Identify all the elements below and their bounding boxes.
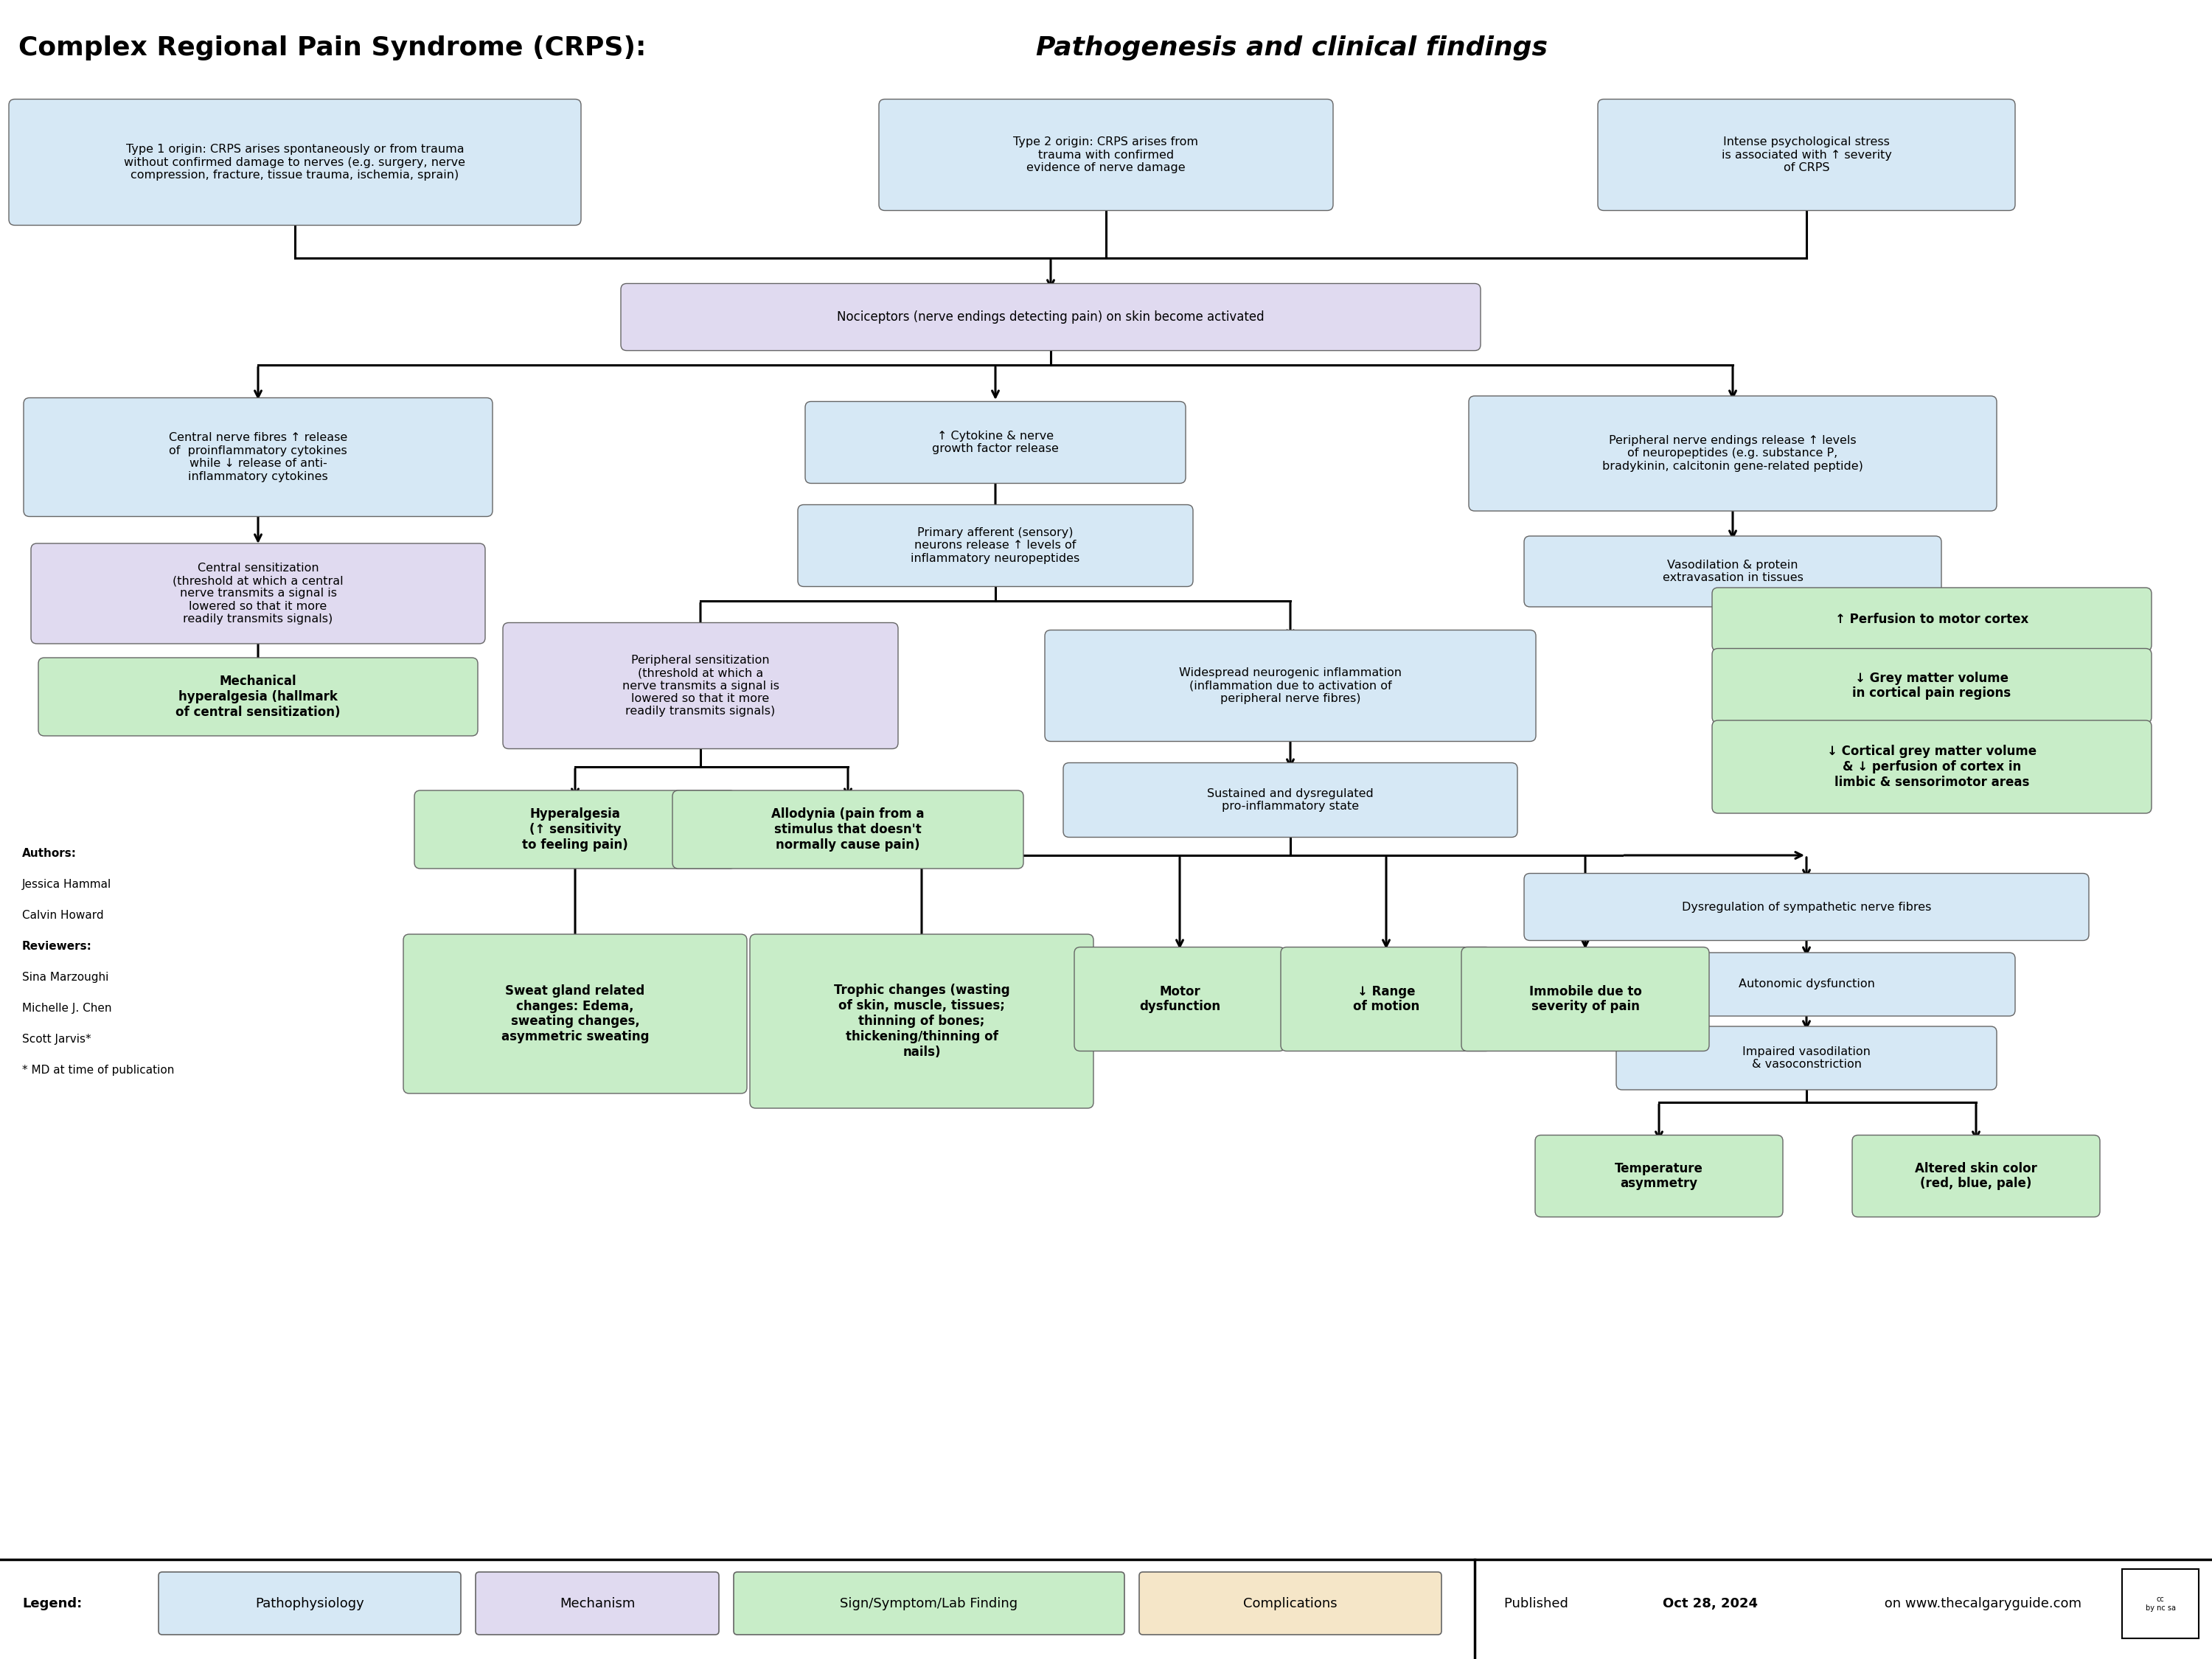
FancyBboxPatch shape — [799, 504, 1192, 587]
FancyBboxPatch shape — [1597, 100, 2015, 211]
Text: Peripheral sensitization
(threshold at which a
nerve transmits a signal is
lower: Peripheral sensitization (threshold at w… — [622, 655, 779, 717]
FancyBboxPatch shape — [1044, 630, 1535, 742]
FancyBboxPatch shape — [1597, 952, 2015, 1015]
Text: Nociceptors (nerve endings detecting pain) on skin become activated: Nociceptors (nerve endings detecting pai… — [836, 310, 1265, 324]
Text: Central sensitization
(threshold at which a central
nerve transmits a signal is
: Central sensitization (threshold at whic… — [173, 562, 343, 625]
Text: Primary afferent (sensory)
neurons release ↑ levels of
inflammatory neuropeptide: Primary afferent (sensory) neurons relea… — [911, 528, 1079, 564]
Text: Altered skin color
(red, blue, pale): Altered skin color (red, blue, pale) — [1916, 1161, 2037, 1191]
Text: Jessica Hammal: Jessica Hammal — [22, 879, 111, 889]
Text: Sweat gland related
changes: Edema,
sweating changes,
asymmetric sweating: Sweat gland related changes: Edema, swea… — [502, 984, 648, 1044]
FancyBboxPatch shape — [2121, 1569, 2199, 1639]
FancyBboxPatch shape — [476, 1573, 719, 1634]
FancyBboxPatch shape — [159, 1573, 460, 1634]
Text: Published: Published — [1504, 1598, 1573, 1611]
Text: Pathogenesis and clinical findings: Pathogenesis and clinical findings — [1035, 35, 1548, 60]
FancyBboxPatch shape — [1281, 947, 1491, 1052]
FancyBboxPatch shape — [38, 657, 478, 737]
Text: cc
by nc sa: cc by nc sa — [2146, 1596, 2174, 1611]
Text: Oct 28, 2024: Oct 28, 2024 — [1663, 1598, 1759, 1611]
Text: Central nerve fibres ↑ release
of  proinflammatory cytokines
while ↓ release of : Central nerve fibres ↑ release of proinf… — [168, 433, 347, 481]
Text: Type 1 origin: CRPS arises spontaneously or from trauma
without confirmed damage: Type 1 origin: CRPS arises spontaneously… — [124, 144, 465, 181]
Text: Sustained and dysregulated
pro-inflammatory state: Sustained and dysregulated pro-inflammat… — [1208, 788, 1374, 811]
Text: Pathophysiology: Pathophysiology — [254, 1598, 365, 1611]
FancyBboxPatch shape — [403, 934, 748, 1093]
Text: ↓ Cortical grey matter volume
& ↓ perfusion of cortex in
limbic & sensorimotor a: ↓ Cortical grey matter volume & ↓ perfus… — [1827, 745, 2037, 788]
FancyBboxPatch shape — [1524, 536, 1942, 607]
Text: * MD at time of publication: * MD at time of publication — [22, 1065, 175, 1075]
FancyBboxPatch shape — [1535, 1135, 1783, 1218]
FancyBboxPatch shape — [622, 284, 1480, 350]
FancyBboxPatch shape — [1712, 720, 2152, 813]
FancyBboxPatch shape — [1712, 649, 2152, 723]
Text: ↓ Grey matter volume
in cortical pain regions: ↓ Grey matter volume in cortical pain re… — [1851, 672, 2011, 700]
Text: Impaired vasodilation
& vasoconstriction: Impaired vasodilation & vasoconstriction — [1743, 1047, 1871, 1070]
Text: Intense psychological stress
is associated with ↑ severity
of CRPS: Intense psychological stress is associat… — [1721, 136, 1891, 173]
FancyBboxPatch shape — [1075, 947, 1285, 1052]
FancyBboxPatch shape — [672, 790, 1024, 869]
FancyBboxPatch shape — [31, 544, 484, 644]
FancyBboxPatch shape — [414, 790, 737, 869]
Text: Vasodilation & protein
extravasation in tissues: Vasodilation & protein extravasation in … — [1663, 559, 1803, 584]
FancyBboxPatch shape — [878, 100, 1334, 211]
Text: Motor
dysfunction: Motor dysfunction — [1139, 985, 1221, 1014]
Text: Temperature
asymmetry: Temperature asymmetry — [1615, 1161, 1703, 1191]
FancyBboxPatch shape — [1462, 947, 1710, 1052]
FancyBboxPatch shape — [1064, 763, 1517, 838]
Text: on www.thecalgaryguide.com: on www.thecalgaryguide.com — [1880, 1598, 2081, 1611]
FancyBboxPatch shape — [9, 100, 582, 226]
FancyBboxPatch shape — [1712, 587, 2152, 650]
Text: ↑ Perfusion to motor cortex: ↑ Perfusion to motor cortex — [1836, 612, 2028, 625]
Text: Peripheral nerve endings release ↑ levels
of neuropeptides (e.g. substance P,
br: Peripheral nerve endings release ↑ level… — [1601, 435, 1863, 471]
Text: Authors:: Authors: — [22, 848, 77, 859]
Text: Complex Regional Pain Syndrome (CRPS):: Complex Regional Pain Syndrome (CRPS): — [18, 35, 655, 60]
Text: Trophic changes (wasting
of skin, muscle, tissues;
thinning of bones;
thickening: Trophic changes (wasting of skin, muscle… — [834, 984, 1009, 1058]
FancyBboxPatch shape — [734, 1573, 1124, 1634]
FancyBboxPatch shape — [1617, 1027, 1997, 1090]
FancyBboxPatch shape — [502, 622, 898, 748]
FancyBboxPatch shape — [1524, 873, 2088, 941]
Text: Type 2 origin: CRPS arises from
trauma with confirmed
evidence of nerve damage: Type 2 origin: CRPS arises from trauma w… — [1013, 136, 1199, 173]
FancyBboxPatch shape — [1851, 1135, 2099, 1218]
Text: Dysregulation of sympathetic nerve fibres: Dysregulation of sympathetic nerve fibre… — [1681, 901, 1931, 912]
Text: Michelle J. Chen: Michelle J. Chen — [22, 1002, 111, 1014]
Text: Sign/Symptom/Lab Finding: Sign/Symptom/Lab Finding — [841, 1598, 1018, 1611]
FancyBboxPatch shape — [1139, 1573, 1442, 1634]
Text: Legend:: Legend: — [22, 1598, 82, 1611]
Text: Widespread neurogenic inflammation
(inflammation due to activation of
peripheral: Widespread neurogenic inflammation (infl… — [1179, 667, 1402, 703]
FancyBboxPatch shape — [750, 934, 1093, 1108]
FancyBboxPatch shape — [24, 398, 493, 516]
Text: Immobile due to
severity of pain: Immobile due to severity of pain — [1528, 985, 1641, 1014]
Text: Allodynia (pain from a
stimulus that doesn't
normally cause pain): Allodynia (pain from a stimulus that doe… — [772, 808, 925, 851]
Text: Reviewers:: Reviewers: — [22, 941, 93, 952]
Text: Complications: Complications — [1243, 1598, 1338, 1611]
Text: ↓ Range
of motion: ↓ Range of motion — [1354, 985, 1420, 1014]
Text: Mechanism: Mechanism — [560, 1598, 635, 1611]
Text: ↑ Cytokine & nerve
growth factor release: ↑ Cytokine & nerve growth factor release — [931, 430, 1060, 455]
Text: Scott Jarvis*: Scott Jarvis* — [22, 1034, 91, 1045]
Text: Hyperalgesia
(↑ sensitivity
to feeling pain): Hyperalgesia (↑ sensitivity to feeling p… — [522, 808, 628, 851]
FancyBboxPatch shape — [1469, 397, 1997, 511]
Text: Autonomic dysfunction: Autonomic dysfunction — [1739, 979, 1874, 990]
FancyBboxPatch shape — [805, 401, 1186, 483]
Text: Sina Marzoughi: Sina Marzoughi — [22, 972, 108, 982]
Text: Mechanical
hyperalgesia (hallmark
of central sensitization): Mechanical hyperalgesia (hallmark of cen… — [175, 675, 341, 718]
Text: Calvin Howard: Calvin Howard — [22, 909, 104, 921]
